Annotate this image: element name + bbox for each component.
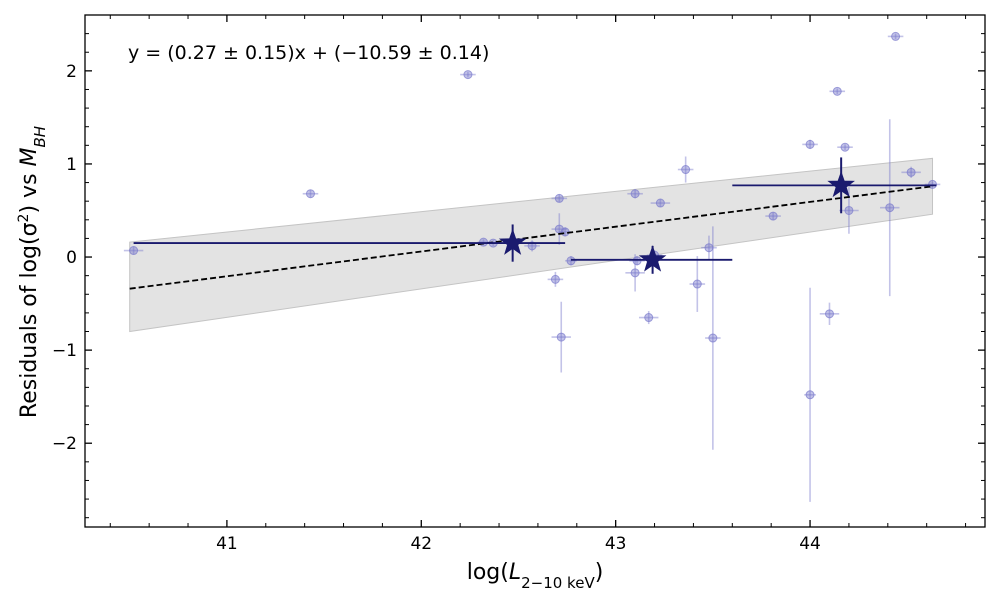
point-marker xyxy=(556,332,566,342)
point-marker xyxy=(824,309,834,319)
data-point-23 xyxy=(802,139,818,150)
y-axis-title-sub: BH xyxy=(31,126,49,148)
point-marker xyxy=(644,313,654,323)
point-marker xyxy=(805,390,815,400)
data-point-20 xyxy=(701,235,717,260)
x-tick-label: 44 xyxy=(799,534,821,554)
point-marker xyxy=(805,139,815,149)
point-marker xyxy=(885,203,895,213)
point-marker xyxy=(832,86,842,96)
x-tick-label: 42 xyxy=(410,534,432,554)
data-point-21 xyxy=(705,226,721,450)
point-marker xyxy=(305,189,315,199)
x-tick-label: 43 xyxy=(605,534,627,554)
data-point-22 xyxy=(765,211,781,221)
y-tick-label: −2 xyxy=(52,434,77,454)
point-marker xyxy=(129,246,139,256)
plot-frame xyxy=(84,14,986,528)
point-marker xyxy=(630,189,640,199)
data-point-9 xyxy=(551,301,571,373)
point-marker xyxy=(692,279,702,289)
x-axis-title-var: L xyxy=(509,560,521,585)
confidence-band-layer xyxy=(129,157,934,333)
y-tick-label: −1 xyxy=(52,341,77,361)
x-tick-label: 41 xyxy=(216,534,238,554)
data-point-1 xyxy=(302,189,319,199)
confidence-band xyxy=(129,157,934,333)
y-axis-title: Residuals of log(σ2) vs MBH xyxy=(16,126,49,418)
point-marker xyxy=(478,237,488,247)
binned-star-marker xyxy=(498,228,527,255)
x-axis-title-close: ) xyxy=(595,560,604,585)
data-point-25 xyxy=(819,302,840,325)
y-axis-title-pre: Residuals of log(σ xyxy=(17,222,42,418)
data-point-29 xyxy=(880,119,900,297)
x-axis-title: log(L2−10 keV) xyxy=(467,560,604,592)
data-point-6 xyxy=(547,271,564,287)
x-axis-title-base: log( xyxy=(467,560,509,585)
data-point-19 xyxy=(689,256,706,312)
point-marker xyxy=(554,193,564,203)
binned-points-layer xyxy=(133,157,937,274)
point-marker xyxy=(928,179,938,189)
y-tick-label: 1 xyxy=(66,155,77,175)
y-tick-label: 0 xyxy=(66,248,77,268)
point-marker xyxy=(704,243,714,253)
point-marker xyxy=(655,198,665,208)
point-marker xyxy=(840,142,850,152)
point-marker xyxy=(463,70,473,80)
data-point-32 xyxy=(924,179,941,189)
axes-layer: 41 42 43 44 −2 −1 0 1 2 xyxy=(52,14,986,554)
data-point-18 xyxy=(677,156,694,183)
point-marker xyxy=(891,31,901,41)
y-axis-title-sup: 2 xyxy=(16,214,32,223)
binned-point-0 xyxy=(133,224,566,262)
point-marker xyxy=(906,167,916,177)
data-point-2 xyxy=(460,70,476,80)
data-point-15 xyxy=(638,311,659,325)
data-point-12 xyxy=(627,189,643,199)
binned-point-2 xyxy=(732,157,937,214)
data-point-24 xyxy=(804,287,816,502)
y-axis-title-mid: ) vs xyxy=(17,166,42,213)
y-tick-label: 2 xyxy=(66,62,77,82)
point-marker xyxy=(630,268,640,278)
point-marker xyxy=(768,211,778,221)
data-point-30 xyxy=(887,31,904,41)
binned-star-marker xyxy=(827,170,855,198)
data-point-11 xyxy=(565,256,577,266)
point-marker xyxy=(708,333,718,343)
x-axis-title-sub: 2−10 keV xyxy=(521,574,595,592)
point-marker xyxy=(681,165,691,175)
point-marker xyxy=(550,274,560,284)
point-marker xyxy=(632,256,642,266)
y-axis-title-var: M xyxy=(17,147,42,166)
data-point-0 xyxy=(123,246,144,256)
data-point-31 xyxy=(901,166,921,178)
binned-point-1 xyxy=(570,245,733,274)
point-marker xyxy=(844,205,854,215)
fit-equation-annotation: y = (0.27 ± 0.15)x + (−10.59 ± 0.14) xyxy=(128,42,489,64)
binned-star-marker xyxy=(638,245,667,272)
data-point-14 xyxy=(629,256,645,266)
data-point-7 xyxy=(551,193,568,203)
data-point-17 xyxy=(650,198,671,208)
data-point-26 xyxy=(829,86,846,96)
data-point-27 xyxy=(837,142,853,152)
point-marker xyxy=(566,256,576,266)
